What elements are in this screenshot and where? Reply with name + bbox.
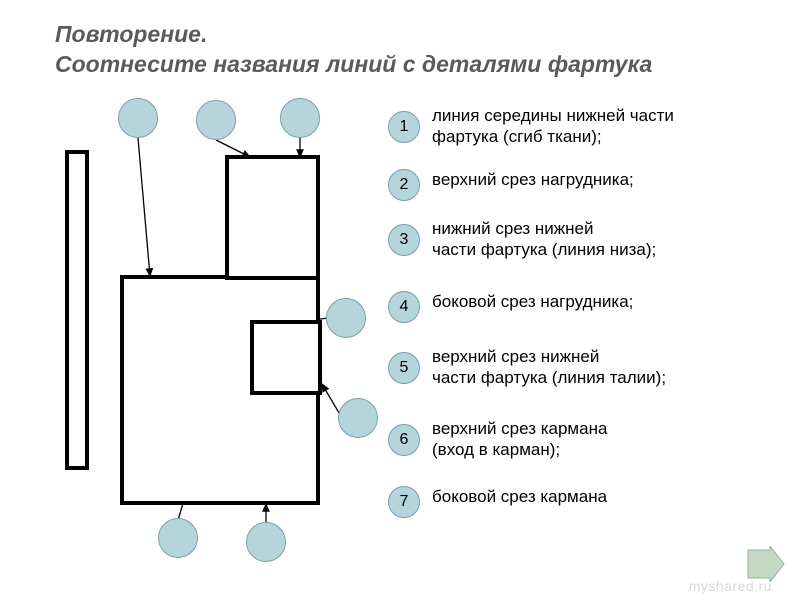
slide-title: Повторение. Соотнесите названия линий с … (55, 20, 652, 80)
blank-circle-c_bottom_right[interactable] (246, 522, 286, 562)
label-text-5: верхний срез нижнейчасти фартука (линия … (432, 346, 772, 389)
number-circle-1[interactable]: 1 (388, 111, 420, 143)
label-text-7: боковой срез кармана (432, 486, 772, 507)
blank-circle-c_mid_right[interactable] (326, 298, 366, 338)
pocket-piece (250, 320, 322, 395)
number-circle-6[interactable]: 6 (388, 424, 420, 456)
label-text-1: линия середины нижней частифартука (сгиб… (432, 105, 772, 148)
label-text-3: нижний срез нижнейчасти фартука (линия н… (432, 218, 772, 261)
title-line2: Соотнесите названия линий с деталями фар… (55, 51, 652, 77)
number-circle-2[interactable]: 2 (388, 169, 420, 201)
next-arrow-icon[interactable] (746, 546, 786, 582)
label-text-4: боковой срез нагрудника; (432, 291, 772, 312)
apron-diagram (50, 90, 370, 550)
label-text-6: верхний срез кармана(вход в карман); (432, 418, 772, 461)
blank-circle-c_low_right[interactable] (338, 398, 378, 438)
blank-circle-c_top_mid[interactable] (196, 100, 236, 140)
number-circle-3[interactable]: 3 (388, 224, 420, 256)
blank-circle-c_top_left[interactable] (118, 98, 158, 138)
blank-circle-c_top_right[interactable] (280, 98, 320, 138)
title-line1: Повторение. (55, 21, 207, 47)
bib-piece (225, 155, 320, 280)
number-circle-5[interactable]: 5 (388, 352, 420, 384)
strap-piece (65, 150, 89, 470)
number-circle-4[interactable]: 4 (388, 291, 420, 323)
label-text-2: верхний срез нагрудника; (432, 169, 772, 190)
number-circle-7[interactable]: 7 (388, 486, 420, 518)
blank-circle-c_bottom_left[interactable] (158, 518, 198, 558)
arrow-0 (138, 138, 150, 276)
